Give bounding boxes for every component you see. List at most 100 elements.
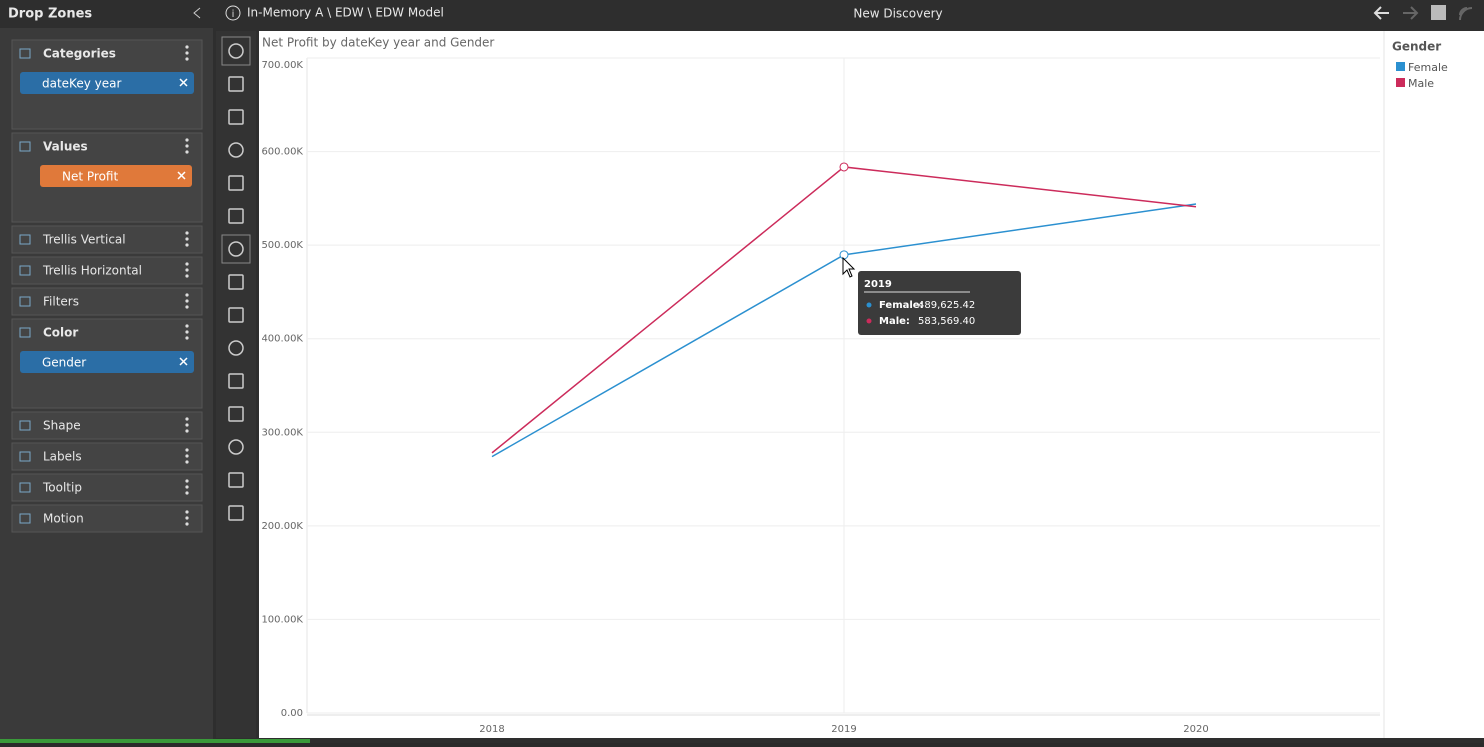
remove-icon[interactable] [179, 78, 188, 87]
menu-dot [185, 268, 189, 272]
feed-button[interactable] [1459, 7, 1473, 21]
x-tick-label: 2019 [831, 724, 856, 735]
field-pill[interactable] [20, 351, 194, 373]
y-tick-label: 0.00 [281, 708, 303, 719]
menu-dot [185, 485, 189, 489]
remove-icon[interactable] [179, 357, 188, 366]
drop-zone-label: Categories [43, 47, 116, 61]
drop-zone[interactable] [11, 225, 203, 254]
tooltip-dot [866, 318, 872, 324]
tool-icon[interactable] [228, 43, 244, 59]
drop-zone[interactable] [11, 473, 203, 502]
tool-icon[interactable] [228, 274, 244, 290]
tool-icon[interactable] [228, 241, 244, 257]
discovery-title: New Discovery [853, 7, 942, 21]
tool-icon[interactable] [228, 406, 244, 422]
drop-zone-label: Tooltip [42, 481, 82, 495]
menu-dot [185, 491, 189, 495]
tooltip-value: 583,569.40 [918, 316, 975, 327]
remove-icon[interactable] [177, 171, 186, 180]
tool-icon[interactable] [228, 439, 244, 455]
menu-dot [185, 299, 189, 303]
legend-swatch[interactable] [1396, 62, 1405, 71]
x-tick-label: 2020 [1183, 724, 1208, 735]
info-glyph: i [232, 9, 235, 20]
field-pill-label: Gender [42, 356, 86, 370]
tool-selected[interactable] [221, 36, 251, 66]
drop-zone-icon [19, 141, 31, 152]
drop-zone-label: Values [43, 140, 88, 154]
menu-dot [185, 51, 189, 55]
drop-zone-icon [19, 296, 31, 307]
hover-marker [839, 162, 849, 172]
menu-dot [185, 231, 189, 235]
toolbar [216, 31, 256, 738]
menu-dot [185, 150, 189, 154]
menu-dot [185, 510, 189, 514]
menu-dot [185, 417, 189, 421]
drop-zone-icon [19, 48, 31, 59]
tool-icon[interactable] [228, 142, 244, 158]
collapse-icon[interactable] [193, 7, 201, 19]
field-pill-label: dateKey year [42, 77, 121, 91]
menu-dot [185, 45, 189, 49]
menu-dot [185, 243, 189, 247]
tooltip-title: 2019 [864, 279, 892, 290]
field-pill[interactable] [20, 72, 194, 94]
legend-swatch[interactable] [1396, 78, 1405, 87]
menu-dot [185, 516, 189, 520]
back-button[interactable] [1373, 6, 1389, 20]
tool-icon[interactable] [228, 175, 244, 191]
legend-label[interactable]: Female [1408, 61, 1448, 74]
top-bar [0, 0, 1484, 28]
menu-dot [185, 429, 189, 433]
menu-dot [185, 262, 189, 266]
tool-icon[interactable] [228, 76, 244, 92]
legend-label[interactable]: Male [1408, 77, 1434, 90]
drop-zone[interactable] [11, 256, 203, 285]
menu-dot [185, 460, 189, 464]
breadcrumb: In-Memory A \ EDW \ EDW Model [247, 6, 444, 20]
tool-icon[interactable] [228, 472, 244, 488]
drop-zone[interactable] [11, 442, 203, 471]
save-button[interactable] [1431, 5, 1446, 20]
menu-dot [185, 479, 189, 483]
drop-zone-label: Shape [43, 419, 81, 433]
y-tick-label: 300.00K [261, 427, 303, 438]
y-tick-label: 500.00K [261, 240, 303, 251]
y-tick-label: 400.00K [261, 334, 303, 345]
tool-icon[interactable] [228, 109, 244, 125]
y-tick-label: 600.00K [261, 147, 303, 158]
status-strip [0, 739, 310, 743]
tool-icon[interactable] [228, 373, 244, 389]
drop-zone-label: Filters [43, 295, 79, 309]
tool-icons [221, 36, 251, 521]
menu-dot [185, 274, 189, 278]
menu-dot [185, 305, 189, 309]
hover-marker [839, 250, 849, 260]
tooltip-value: 489,625.42 [918, 300, 975, 311]
forward-button[interactable] [1403, 6, 1419, 20]
tool-icon[interactable] [228, 340, 244, 356]
field-pill[interactable] [40, 165, 192, 187]
drop-zone-icon [19, 482, 31, 493]
tool-icon[interactable] [228, 307, 244, 323]
tooltip-label: Female: [879, 300, 924, 311]
info-icon[interactable] [225, 5, 241, 21]
drop-zone[interactable] [11, 504, 203, 533]
tool-icon[interactable] [228, 208, 244, 224]
drop-zone-label: Trellis Horizontal [42, 264, 142, 278]
y-tick-label: 200.00K [261, 521, 303, 532]
menu-dot [185, 138, 189, 142]
drop-zone-icon [19, 327, 31, 338]
menu-dot [185, 336, 189, 340]
drop-zone[interactable] [11, 287, 203, 316]
chart-area [259, 31, 1484, 738]
field-pill-label: Net Profit [62, 170, 118, 184]
tool-icon[interactable] [228, 505, 244, 521]
tool-selected[interactable] [221, 234, 251, 264]
tooltip-dot [866, 302, 872, 308]
drop-zone[interactable] [11, 411, 203, 440]
